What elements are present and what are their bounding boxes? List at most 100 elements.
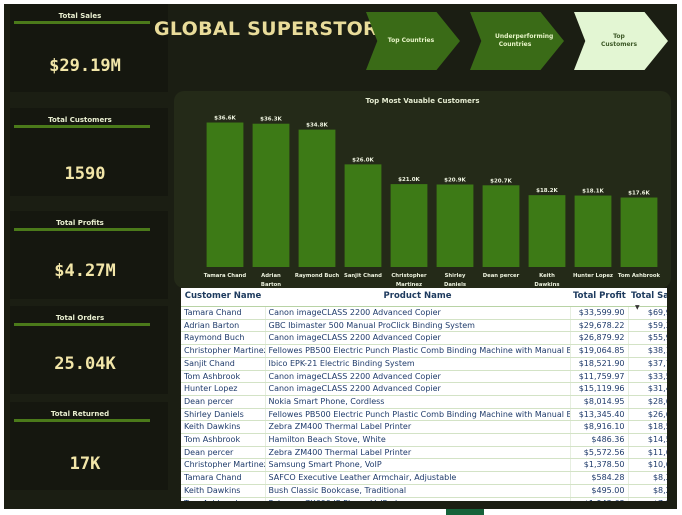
table-row[interactable]: Adrian Barton GBC Ibimaster 500 Manual Pr… bbox=[181, 319, 667, 333]
chart-data-label: $21.0K bbox=[398, 177, 420, 183]
chart-title: Top Most Vauable Customers bbox=[365, 97, 480, 105]
cell-customer: Tamara Chand bbox=[181, 306, 266, 320]
cell-customer: Tom Ashbrook bbox=[181, 433, 266, 447]
cell-sales: $11,609. bbox=[628, 446, 667, 460]
kpi-title: Total Returned bbox=[50, 410, 110, 418]
table-row[interactable]: Dean percer Zebra ZM400 Thermal Label Pri… bbox=[181, 446, 667, 460]
cell-product: Hamilton Beach Stove, White bbox=[265, 433, 571, 447]
cell-product: Fellowes PB500 Electric Punch Plastic Co… bbox=[265, 344, 571, 358]
cell-product: Fellowes PB500 Electric Punch Plastic Co… bbox=[265, 408, 571, 422]
column-header-customer[interactable]: Customer Name bbox=[181, 288, 265, 307]
kpi-title: Total Sales bbox=[58, 12, 102, 20]
cell-sales: $18,575. bbox=[628, 420, 667, 435]
column-header-product[interactable]: Product Name bbox=[265, 288, 570, 307]
chart-bar[interactable] bbox=[206, 122, 244, 268]
chart-bar[interactable] bbox=[482, 185, 520, 267]
table-row[interactable]: Raymond Buch Canon imageCLASS 2200 Advanc… bbox=[181, 331, 667, 346]
chart-bar[interactable] bbox=[298, 129, 336, 267]
cell-customer: Hunter Lopez bbox=[181, 382, 266, 396]
kpi-title: Total Customers bbox=[48, 116, 112, 124]
cell-customer: Sanjit Chand bbox=[181, 357, 266, 371]
chart-data-label: $20.7K bbox=[490, 178, 512, 184]
chart-bar[interactable] bbox=[252, 123, 290, 267]
cell-profit: $13,345.40 bbox=[570, 408, 629, 422]
table-row[interactable]: Hunter Lopez Canon imageCLASS 2200 Advanc… bbox=[181, 382, 667, 396]
kpi-value: 25.04K bbox=[54, 354, 116, 374]
table-row[interactable]: Christopher Martinez Samsung Smart Phone,… bbox=[181, 458, 667, 473]
cell-sales: $10,604. bbox=[628, 458, 667, 473]
cell-product: SAFCO Executive Leather Armchair, Adjust… bbox=[265, 471, 571, 485]
chart-bar[interactable] bbox=[528, 195, 566, 267]
kpi-value: $29.19M bbox=[49, 56, 121, 76]
cell-sales: $14,592. bbox=[628, 433, 667, 447]
cell-profit: $1,943.68 bbox=[570, 497, 629, 501]
cell-product: Canon imageCLASS 2200 Advanced Copier bbox=[265, 370, 571, 384]
table-row[interactable]: Tamara Chand SAFCO Executive Leather Armc… bbox=[181, 471, 667, 485]
cell-profit: $26,879.92 bbox=[570, 331, 629, 346]
cell-sales: $37,799. bbox=[628, 357, 667, 371]
kpi-value: 1590 bbox=[64, 164, 106, 184]
table-row[interactable]: Dean percer Nokia Smart Phone, Cordless $8… bbox=[181, 395, 667, 409]
table-row[interactable]: Tom Ashbrook Hamilton Beach Stove, White $… bbox=[181, 433, 667, 447]
table-row[interactable]: Keith Dawkins Bush Classic Bookcase, Trad… bbox=[181, 484, 667, 498]
chart-bar[interactable] bbox=[344, 164, 382, 267]
table-row[interactable]: Shirley Daniels Fellowes PB500 Electric P… bbox=[181, 408, 667, 422]
customer-table[interactable]: Customer Name Product Name Total Profit … bbox=[181, 288, 667, 501]
table-row[interactable]: Christopher Martinez Fellowes PB500 Elect… bbox=[181, 344, 667, 358]
cell-profit: $11,759.97 bbox=[570, 370, 629, 384]
nav-top-customers-button[interactable]: Top Customers bbox=[574, 12, 668, 70]
chart-data-label: $18.1K bbox=[582, 189, 604, 195]
chart-category-label: Hunter Lopez bbox=[573, 273, 613, 279]
table-row[interactable]: Tamara Chand Canon imageCLASS 2200 Advanc… bbox=[181, 306, 667, 320]
cell-product: Polycom CX600 IP Phone VoIP phone bbox=[265, 497, 571, 501]
column-header-sales[interactable]: Total Sal bbox=[628, 288, 667, 307]
kpi-title: Total Profits bbox=[56, 219, 104, 227]
cell-sales: $59,356. bbox=[628, 319, 667, 333]
page-title: GLOBAL SUPERSTORE bbox=[154, 18, 392, 40]
cell-sales: $26,690. bbox=[628, 408, 667, 422]
kpi-value: $4.27M bbox=[54, 261, 116, 281]
chart-category-label: Dean percer bbox=[483, 273, 520, 279]
chart-data-label: $34.8K bbox=[306, 123, 328, 129]
chart-category-label: Christopher Martinez bbox=[391, 273, 427, 288]
cell-sales: $69,999. bbox=[628, 306, 667, 320]
kpi-divider bbox=[14, 125, 150, 128]
table-row[interactable]: Sanjit Chand Ibico EPK-21 Electric Bindin… bbox=[181, 357, 667, 371]
cell-profit: $1,378.50 bbox=[570, 458, 629, 473]
cell-profit: $29,678.22 bbox=[570, 319, 629, 333]
table-row[interactable]: Tom Ashbrook Canon imageCLASS 2200 Advanc… bbox=[181, 370, 667, 384]
kpi-divider bbox=[14, 323, 150, 326]
cell-customer: Adrian Barton bbox=[181, 319, 266, 333]
sort-descending-icon[interactable]: ▼ bbox=[635, 304, 640, 311]
kpi-divider bbox=[14, 419, 150, 422]
chart-category-label: Raymond Buch bbox=[295, 273, 339, 279]
nav-label: Underperforming Countries bbox=[495, 33, 554, 48]
cell-customer: Keith Dawkins bbox=[181, 484, 266, 498]
chart-data-label: $20.9K bbox=[444, 178, 466, 184]
kpi-divider bbox=[14, 228, 150, 231]
nav-underperforming-countries-button[interactable]: Underperforming Countries bbox=[470, 12, 564, 70]
column-header-profit[interactable]: Total Profit bbox=[570, 288, 628, 307]
kpi-divider bbox=[14, 21, 150, 24]
table-header-row: Customer Name Product Name Total Profit … bbox=[181, 288, 667, 307]
nav-label: Top Customers bbox=[600, 33, 638, 48]
cell-customer: Dean percer bbox=[181, 446, 266, 460]
cell-customer: Christopher Martinez bbox=[181, 458, 266, 473]
cell-profit: $19,064.85 bbox=[570, 344, 629, 358]
chart-bar[interactable] bbox=[390, 184, 428, 267]
chart-bar[interactable] bbox=[620, 197, 658, 267]
cell-profit: $18,521.90 bbox=[570, 357, 629, 371]
cell-product: Bush Classic Bookcase, Traditional bbox=[265, 484, 571, 498]
table-row[interactable]: Tom AshbrookPolycom CX600 IP Phone VoIP … bbox=[181, 497, 667, 501]
nav-top-countries-button[interactable]: Top Countries bbox=[366, 12, 460, 70]
chart-bar[interactable] bbox=[574, 195, 612, 267]
page-tab-indicator[interactable] bbox=[446, 509, 484, 515]
cell-customer: Christopher Martinez bbox=[181, 344, 266, 358]
cell-profit: $8,014.95 bbox=[570, 395, 629, 409]
cell-product: Canon imageCLASS 2200 Advanced Copier bbox=[265, 382, 571, 396]
kpi-total-orders: Total Orders 25.04K bbox=[10, 306, 168, 394]
chart-bar[interactable] bbox=[436, 184, 474, 268]
cell-product: Ibico EPK-21 Electric Binding System bbox=[265, 357, 571, 371]
table-row[interactable]: Keith Dawkins Zebra ZM400 Thermal Label P… bbox=[181, 420, 667, 435]
chart-category-label: Tom Ashbrook bbox=[618, 273, 661, 279]
